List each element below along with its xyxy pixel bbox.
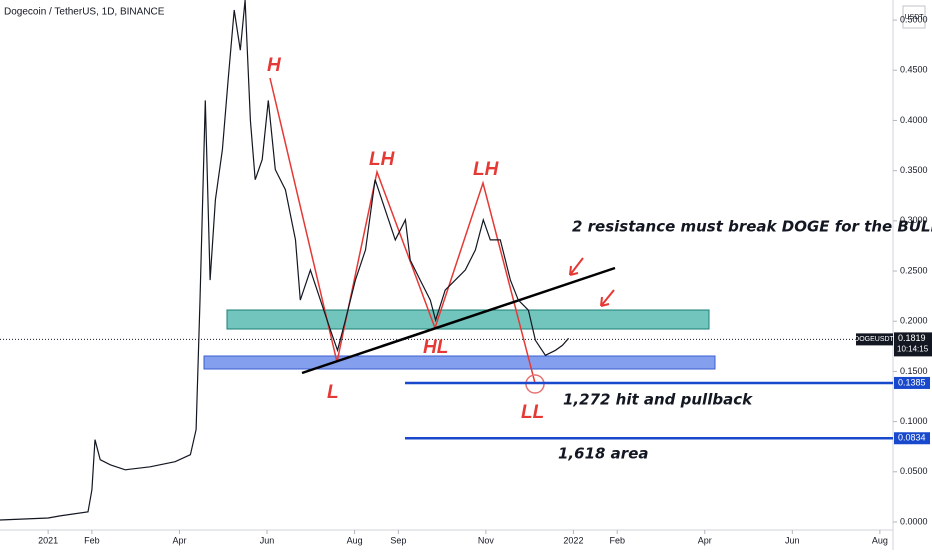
x-tick-label: Feb [609, 535, 625, 545]
y-tick-label: 0.4500 [900, 65, 928, 75]
x-tick-label: Nov [478, 535, 495, 545]
x-tick-label: 2022 [563, 535, 583, 545]
pattern-label: LH [473, 159, 500, 180]
support-zone [203, 355, 716, 370]
x-tick-label: 2021 [38, 535, 58, 545]
pattern-label: HL [423, 337, 448, 358]
arrow [600, 289, 615, 307]
x-tick-label: Aug [347, 535, 363, 545]
symbol-label: DOGEUSDT [854, 336, 894, 343]
y-tick-label: 0.5000 [900, 14, 928, 24]
resistance-zone [226, 309, 710, 330]
y-tick-label: 0.1000 [900, 416, 928, 426]
price-tag [894, 332, 932, 357]
x-tick-label: Jun [785, 535, 800, 545]
price-line [0, 0, 570, 521]
level-tag [894, 432, 930, 445]
countdown: 10:14:15 [897, 344, 929, 353]
x-tick-label: Feb [84, 535, 100, 545]
arrow [569, 257, 584, 276]
symbol-tag [856, 333, 893, 346]
level-tag [894, 376, 930, 389]
pattern-label: L [327, 382, 339, 403]
unit-box [902, 5, 926, 29]
y-tick-label: 0.2500 [900, 265, 928, 275]
x-tick-label: Sep [390, 535, 406, 545]
level-label: 0.0834 [898, 433, 926, 443]
x-tick-label: Apr [698, 535, 712, 545]
level-label: 0.1385 [898, 377, 926, 387]
pattern-label: H [267, 55, 282, 76]
y-tick-label: 0.0500 [900, 466, 928, 476]
pattern-label: LH [369, 149, 396, 170]
y-unit: USDT [904, 14, 924, 21]
trendline [301, 266, 616, 375]
y-tick-label: 0.4000 [900, 115, 928, 125]
y-tick-label: 0.3000 [900, 215, 928, 225]
x-tick-label: Apr [172, 535, 186, 545]
y-tick-label: 0.0000 [900, 516, 928, 526]
annotation: 1,618 area [558, 445, 648, 463]
annotation: 2 resistance must break DOGE for the BUL… [572, 218, 932, 236]
y-tick-label: 0.3500 [900, 165, 928, 175]
x-tick-label: Jun [260, 535, 275, 545]
x-tick-label: Aug [872, 535, 888, 545]
y-tick-label: 0.2000 [900, 316, 928, 326]
price-label: 0.1819 [898, 333, 926, 343]
annotation: 1,272 hit and pullback [563, 391, 753, 409]
pattern-label: LL [521, 402, 544, 423]
y-tick-label: 0.1500 [900, 366, 928, 376]
chart-title: Dogecoin / TetherUS, 1D, BINANCE [4, 7, 165, 18]
